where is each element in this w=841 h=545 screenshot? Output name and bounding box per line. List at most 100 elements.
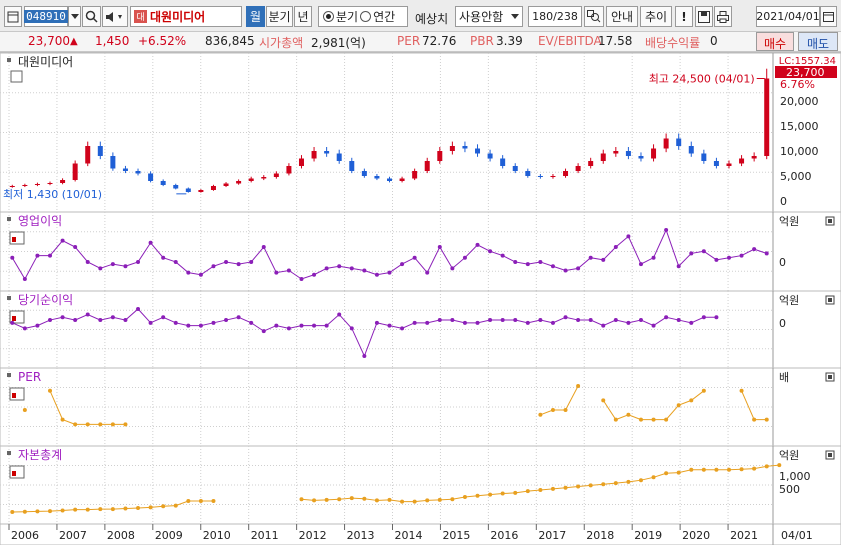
sound-button[interactable]: [102, 6, 128, 27]
x-axis-year-label: 2009: [155, 529, 183, 542]
stock-name-box[interactable]: 대 대원미디어: [130, 6, 242, 27]
sell-button[interactable]: 매도: [798, 32, 838, 51]
panel-bullet-icon: [7, 58, 11, 62]
x-axis-year-label: 2018: [586, 529, 614, 542]
date-input[interactable]: 2021/04/01: [756, 6, 820, 27]
page-counter-value: 180/238: [532, 10, 578, 23]
guide-button[interactable]: 안내: [606, 6, 638, 27]
price-candle: [437, 151, 443, 161]
price-candle: [713, 161, 719, 166]
chevron-down-icon: [511, 13, 519, 19]
x-axis-year-label: 2007: [59, 529, 87, 542]
price-candle: [613, 151, 619, 154]
price-candle: [374, 176, 380, 179]
quarter-button[interactable]: 분기: [266, 6, 293, 27]
code-dropdown-button[interactable]: [68, 6, 81, 27]
price-candle: [286, 166, 292, 174]
price-candle: [135, 171, 141, 174]
search-button[interactable]: [82, 6, 101, 27]
pbr-value: 3.39: [496, 34, 523, 48]
calendar-button[interactable]: [820, 6, 837, 27]
price-candle: [85, 146, 91, 164]
lc-tag-bg: [775, 55, 837, 65]
year-button[interactable]: 년: [294, 6, 312, 27]
pbr-label: PBR: [470, 34, 494, 48]
current-price: 23,700: [28, 34, 70, 48]
panel-bullet-icon: [7, 451, 11, 455]
per-point: [22, 408, 27, 412]
forecast-select[interactable]: 사용안함: [455, 6, 523, 27]
price-candle: [588, 161, 594, 166]
price-candle: [261, 177, 267, 179]
price-candle: [550, 176, 556, 177]
guide-label: 안내: [610, 10, 634, 24]
alert-button[interactable]: !: [675, 6, 693, 27]
price-candle: [676, 138, 682, 146]
price-candle: [475, 148, 481, 154]
price-candle: [688, 146, 694, 154]
price-tag: 23,700: [786, 66, 825, 79]
window-icon[interactable]: [4, 6, 22, 27]
radio-annual[interactable]: [360, 11, 372, 22]
price-candle: [487, 153, 493, 159]
price-max-label: 최고 24,500 (04/01): [649, 73, 755, 86]
speaker-icon: [106, 11, 122, 22]
print-icon: [717, 10, 729, 23]
panel-unit-equity: 억원: [779, 449, 799, 462]
price-candle: [22, 185, 28, 186]
market-cap-value: 2,981(억): [311, 36, 366, 50]
zoom-button[interactable]: [584, 6, 604, 27]
price-candle: [160, 181, 166, 185]
price-candle: [361, 171, 367, 176]
price-candle: [122, 168, 128, 171]
market-cap-label: 시가총액: [259, 36, 304, 50]
ev-ebitda-value: 17.58: [598, 34, 633, 48]
price-candle: [651, 148, 657, 159]
radio-quarter[interactable]: [323, 11, 334, 22]
save-button[interactable]: [695, 6, 713, 27]
per-line: [602, 390, 705, 421]
price-y-tick: 10,000: [780, 145, 819, 158]
save-icon: [698, 10, 710, 23]
price-candle: [173, 185, 179, 189]
price-candle: [726, 163, 732, 166]
monthly-label: 월: [249, 10, 262, 24]
stock-code-input[interactable]: 048910: [24, 6, 68, 27]
x-axis-year-label: 2011: [251, 529, 279, 542]
monthly-button[interactable]: 월: [246, 6, 265, 27]
price-candle: [663, 138, 669, 149]
price-y-tick: 20,000: [780, 95, 819, 108]
quote-bar: 23,700 ▲ 1,450 +6.52% 836,845 시가총액 2,981…: [0, 32, 841, 52]
price-candle: [236, 181, 242, 184]
sell-label: 매도: [806, 37, 830, 51]
trend-button[interactable]: 추이: [640, 6, 672, 27]
print-button[interactable]: [714, 6, 732, 27]
page-counter: 180/238: [528, 6, 582, 27]
price-candle: [273, 173, 279, 177]
panel-chart-icon-bar: [12, 393, 16, 398]
panel-unit-per: 배: [779, 371, 789, 384]
price-candle: [701, 153, 707, 161]
toolbar: 048910 대 대원미디어 월 분기 년 분기 연간 예상치 사용안함 180…: [0, 0, 841, 32]
lc-tag: LC:1557.34: [779, 56, 836, 67]
price-candle: [298, 158, 304, 166]
per-line: [49, 390, 126, 425]
x-axis-year-label: 2006: [11, 529, 39, 542]
panel-bullet-icon: [7, 217, 11, 221]
price-y-tick: 15,000: [780, 120, 819, 133]
price-candle: [34, 184, 40, 185]
panel-chart-icon-bar: [12, 237, 16, 242]
buy-button[interactable]: 매수: [756, 32, 794, 51]
chart-area[interactable]: 영업이익 억원 당기순이익 억원 PER 배 자본총계 억원 대원미디어 20,000 15,000…: [0, 52, 841, 545]
dividend-label: 배당수익률: [645, 36, 701, 50]
price-candle: [563, 171, 569, 176]
price-candle: [537, 176, 543, 177]
dividend-value: 0: [710, 34, 718, 48]
price-tag-bg: [775, 66, 837, 78]
stock-code-value: 048910: [24, 10, 68, 23]
price-candle: [223, 183, 229, 186]
radio-annual-label: 연간: [373, 10, 396, 24]
x-axis: [0, 523, 841, 545]
panel-title-per: PER: [18, 370, 41, 384]
